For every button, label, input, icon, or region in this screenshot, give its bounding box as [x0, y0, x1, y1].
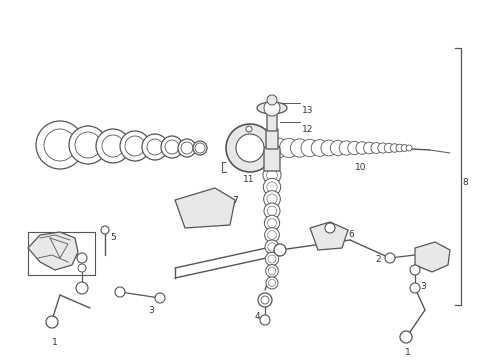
Circle shape: [384, 143, 393, 153]
Circle shape: [193, 141, 207, 155]
Circle shape: [263, 166, 281, 184]
Circle shape: [264, 203, 280, 219]
Circle shape: [378, 143, 388, 153]
Circle shape: [325, 223, 335, 233]
Circle shape: [78, 264, 86, 272]
Text: 12: 12: [302, 125, 314, 134]
Circle shape: [46, 316, 58, 328]
Circle shape: [391, 144, 399, 152]
Text: 8: 8: [462, 178, 468, 187]
Polygon shape: [415, 242, 450, 272]
Text: 10: 10: [355, 163, 367, 172]
Circle shape: [265, 240, 279, 254]
Circle shape: [321, 140, 337, 156]
Text: 11: 11: [243, 175, 254, 184]
Circle shape: [356, 142, 368, 154]
Circle shape: [264, 100, 280, 116]
Text: 1: 1: [405, 348, 411, 357]
Circle shape: [142, 134, 168, 160]
Circle shape: [291, 139, 309, 157]
FancyBboxPatch shape: [264, 147, 280, 171]
Circle shape: [371, 143, 382, 153]
Circle shape: [279, 138, 298, 158]
Circle shape: [120, 131, 150, 161]
Text: 3: 3: [420, 282, 426, 291]
Circle shape: [364, 142, 375, 154]
Circle shape: [268, 138, 288, 158]
Circle shape: [76, 282, 88, 294]
Text: 7: 7: [232, 196, 238, 205]
Circle shape: [311, 140, 328, 156]
Circle shape: [226, 124, 274, 172]
Polygon shape: [28, 232, 78, 270]
Ellipse shape: [257, 102, 287, 114]
Circle shape: [77, 253, 87, 263]
Circle shape: [401, 145, 408, 152]
Circle shape: [266, 265, 278, 277]
Circle shape: [274, 244, 286, 256]
Circle shape: [339, 141, 353, 155]
Circle shape: [266, 277, 278, 289]
Circle shape: [301, 139, 318, 157]
Text: 5: 5: [110, 233, 116, 242]
Circle shape: [96, 129, 130, 163]
Circle shape: [101, 226, 109, 234]
Circle shape: [115, 287, 125, 297]
Circle shape: [246, 126, 252, 132]
Circle shape: [236, 134, 264, 162]
FancyBboxPatch shape: [266, 129, 278, 149]
Circle shape: [410, 283, 420, 293]
Circle shape: [264, 191, 280, 207]
Circle shape: [69, 126, 107, 164]
Circle shape: [260, 315, 270, 325]
Circle shape: [263, 178, 281, 196]
Circle shape: [410, 265, 420, 275]
Circle shape: [161, 136, 183, 158]
Circle shape: [330, 140, 345, 156]
Circle shape: [406, 145, 412, 151]
Text: 2: 2: [375, 255, 381, 264]
Circle shape: [155, 293, 165, 303]
Text: 13: 13: [302, 106, 314, 115]
Circle shape: [267, 95, 277, 105]
Circle shape: [348, 141, 361, 155]
Circle shape: [264, 215, 280, 231]
Text: 4: 4: [255, 312, 261, 321]
Text: 1: 1: [52, 338, 58, 347]
Circle shape: [400, 331, 412, 343]
Circle shape: [396, 144, 404, 152]
Circle shape: [258, 293, 272, 307]
Circle shape: [265, 228, 279, 242]
FancyBboxPatch shape: [267, 109, 277, 131]
Text: 6: 6: [348, 230, 354, 239]
Circle shape: [385, 253, 395, 263]
Text: 3: 3: [148, 306, 154, 315]
Circle shape: [178, 139, 196, 157]
Circle shape: [36, 121, 84, 169]
Circle shape: [265, 252, 279, 266]
Polygon shape: [175, 188, 235, 228]
Polygon shape: [310, 222, 348, 250]
